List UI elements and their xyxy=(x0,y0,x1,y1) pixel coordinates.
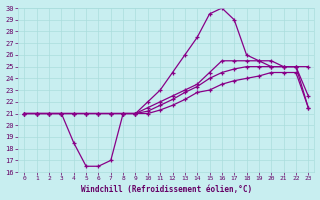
X-axis label: Windchill (Refroidissement éolien,°C): Windchill (Refroidissement éolien,°C) xyxy=(81,185,252,194)
